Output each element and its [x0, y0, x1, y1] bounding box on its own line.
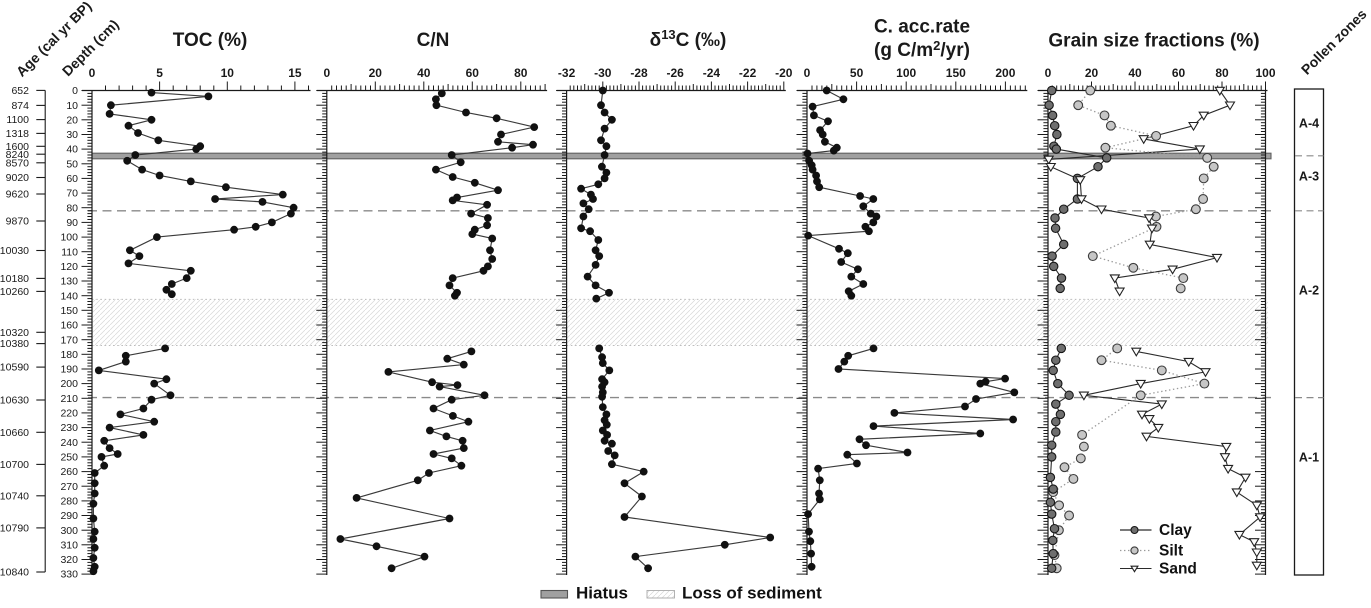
svg-text:230: 230 — [60, 422, 78, 434]
svg-text:9620: 9620 — [6, 189, 30, 201]
svg-text:9870: 9870 — [6, 216, 30, 228]
svg-text:220: 220 — [60, 408, 78, 420]
svg-text:80: 80 — [514, 66, 528, 80]
svg-text:10630: 10630 — [0, 395, 29, 407]
svg-text:0: 0 — [323, 66, 330, 80]
svg-text:-20: -20 — [775, 66, 793, 80]
svg-text:TOC (%): TOC (%) — [173, 30, 248, 51]
svg-text:10590: 10590 — [0, 362, 29, 374]
svg-text:10740: 10740 — [0, 490, 29, 502]
svg-text:A-3: A-3 — [1299, 170, 1319, 184]
svg-text:70: 70 — [66, 188, 78, 200]
svg-text:280: 280 — [60, 496, 78, 508]
svg-text:0: 0 — [89, 66, 96, 80]
svg-text:Grain size fractions (%): Grain size fractions (%) — [1048, 31, 1259, 52]
svg-text:(g C/m2/yr): (g C/m2/yr) — [874, 38, 970, 61]
svg-text:260: 260 — [60, 466, 78, 478]
svg-text:A-4: A-4 — [1299, 117, 1319, 131]
svg-text:10180: 10180 — [0, 273, 29, 285]
svg-text:10660: 10660 — [0, 427, 29, 439]
svg-text:60: 60 — [466, 66, 480, 80]
svg-text:330: 330 — [60, 569, 78, 581]
svg-text:30: 30 — [66, 129, 78, 141]
svg-text:Silt: Silt — [1159, 543, 1183, 560]
svg-text:120: 120 — [60, 261, 78, 273]
svg-text:60: 60 — [66, 173, 78, 185]
svg-text:20: 20 — [1085, 66, 1099, 80]
svg-text:-28: -28 — [630, 66, 648, 80]
svg-text:160: 160 — [60, 320, 78, 332]
svg-text:90: 90 — [66, 217, 78, 229]
svg-text:270: 270 — [60, 481, 78, 493]
svg-text:Clay: Clay — [1159, 522, 1192, 539]
svg-text:130: 130 — [60, 276, 78, 288]
svg-text:5: 5 — [156, 66, 163, 80]
svg-text:100: 100 — [1255, 66, 1275, 80]
svg-text:10380: 10380 — [0, 338, 29, 350]
svg-text:110: 110 — [61, 246, 78, 258]
svg-text:190: 190 — [60, 364, 78, 376]
svg-text:Loss of sediment: Loss of sediment — [682, 584, 822, 603]
svg-text:100: 100 — [896, 66, 916, 80]
svg-text:40: 40 — [1128, 66, 1142, 80]
svg-text:-30: -30 — [594, 66, 612, 80]
svg-text:140: 140 — [60, 290, 78, 302]
svg-text:200: 200 — [60, 378, 78, 390]
svg-text:300: 300 — [60, 525, 78, 537]
svg-text:200: 200 — [995, 66, 1015, 80]
svg-text:320: 320 — [60, 554, 78, 566]
svg-text:0: 0 — [804, 66, 811, 80]
svg-text:10790: 10790 — [0, 523, 29, 535]
svg-text:874: 874 — [11, 100, 29, 112]
svg-text:80: 80 — [66, 202, 78, 214]
svg-text:Sand: Sand — [1159, 561, 1197, 578]
svg-text:100: 100 — [60, 232, 78, 244]
svg-text:50: 50 — [850, 66, 864, 80]
svg-text:0: 0 — [72, 85, 78, 97]
svg-text:150: 150 — [60, 305, 78, 317]
svg-text:15: 15 — [288, 66, 302, 80]
svg-text:10700: 10700 — [0, 459, 29, 471]
svg-text:310: 310 — [60, 539, 78, 551]
svg-text:δ13C (‰): δ13C (‰) — [650, 27, 727, 51]
svg-text:60: 60 — [1172, 66, 1186, 80]
svg-text:250: 250 — [60, 452, 78, 464]
svg-text:50: 50 — [66, 158, 78, 170]
svg-text:652: 652 — [11, 85, 29, 97]
svg-text:20: 20 — [369, 66, 383, 80]
svg-text:9020: 9020 — [6, 172, 30, 184]
svg-text:8570: 8570 — [6, 157, 30, 169]
svg-text:20: 20 — [66, 114, 78, 126]
svg-text:1318: 1318 — [6, 128, 30, 140]
svg-text:-32: -32 — [558, 66, 576, 80]
svg-text:C/N: C/N — [417, 30, 450, 51]
svg-text:A-2: A-2 — [1299, 284, 1319, 298]
svg-text:40: 40 — [66, 144, 78, 156]
svg-text:150: 150 — [946, 66, 966, 80]
svg-text:80: 80 — [1215, 66, 1229, 80]
svg-text:10030: 10030 — [0, 245, 29, 257]
svg-text:0: 0 — [1045, 66, 1052, 80]
svg-text:C. acc.rate: C. acc.rate — [874, 17, 970, 38]
svg-text:290: 290 — [60, 510, 78, 522]
svg-text:240: 240 — [60, 437, 78, 449]
svg-text:-26: -26 — [667, 66, 685, 80]
svg-text:1100: 1100 — [6, 114, 29, 126]
svg-text:210: 210 — [60, 393, 78, 405]
svg-text:-24: -24 — [703, 66, 721, 80]
svg-text:1600: 1600 — [6, 141, 30, 153]
svg-text:10260: 10260 — [0, 286, 29, 298]
svg-text:8240: 8240 — [6, 149, 30, 161]
svg-text:-22: -22 — [739, 66, 757, 80]
svg-text:10: 10 — [66, 100, 78, 112]
svg-text:40: 40 — [417, 66, 431, 80]
svg-text:180: 180 — [60, 349, 78, 361]
svg-text:A-1: A-1 — [1299, 451, 1319, 465]
svg-text:10: 10 — [221, 66, 235, 80]
svg-text:Hiatus: Hiatus — [576, 584, 628, 603]
svg-text:10320: 10320 — [0, 327, 29, 339]
svg-text:170: 170 — [60, 334, 78, 346]
svg-text:10840: 10840 — [0, 567, 29, 579]
